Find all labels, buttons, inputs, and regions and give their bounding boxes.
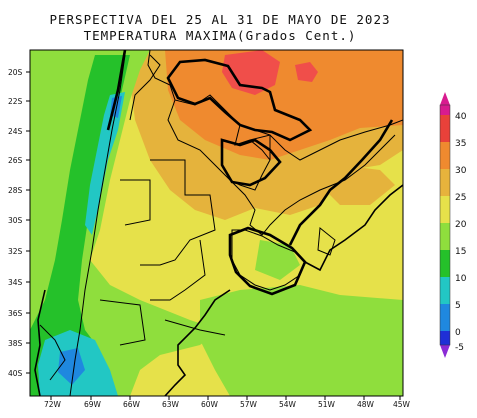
field-warm-coast bbox=[325, 165, 395, 205]
colorbar-segment bbox=[440, 115, 450, 142]
colorbar-label: 5 bbox=[455, 301, 461, 311]
colorbar-top-arrow bbox=[440, 92, 450, 105]
coastline bbox=[34, 184, 403, 396]
lat-label: 38S bbox=[8, 339, 23, 348]
colorbar-label: 15 bbox=[455, 247, 466, 257]
lon-label: 72W bbox=[44, 400, 62, 409]
colorbar-label: 0 bbox=[455, 328, 461, 338]
colorbar-bottom-arrow bbox=[440, 345, 450, 358]
field-cool-southeast bbox=[200, 285, 403, 396]
lon-label: 69W bbox=[84, 400, 102, 409]
lat-label: 20S bbox=[8, 68, 23, 77]
colorbar-segment bbox=[440, 223, 450, 250]
colorbar-segment bbox=[440, 331, 450, 345]
field-cool-uruguay bbox=[255, 240, 300, 280]
lat-ticks bbox=[26, 71, 30, 374]
colorbar-label: 10 bbox=[455, 274, 467, 284]
field-very-hot-2 bbox=[295, 62, 318, 82]
lat-label: 28S bbox=[8, 186, 23, 195]
lon-label: 63W bbox=[162, 400, 180, 409]
colorbar-segment bbox=[440, 277, 450, 304]
colorbar-segment bbox=[440, 196, 450, 223]
field-very-cold bbox=[85, 92, 125, 235]
colorbar-label: 35 bbox=[455, 139, 466, 149]
lon-label: 60W bbox=[201, 400, 219, 409]
colorbar-segment bbox=[440, 250, 450, 277]
colorbar-label: 40 bbox=[455, 112, 467, 122]
colorbar-label: -5 bbox=[455, 343, 464, 353]
colorbar-segment bbox=[440, 105, 450, 115]
colorbar-segment bbox=[440, 169, 450, 196]
colorbar-segment bbox=[440, 304, 450, 331]
lon-label: 54W bbox=[279, 400, 297, 409]
map-title-line2: TEMPERATURA MAXIMA(Grados Cent.) bbox=[83, 28, 357, 43]
field-frigid bbox=[58, 348, 85, 385]
lat-label: 24S bbox=[8, 127, 23, 136]
field-hot bbox=[165, 50, 403, 160]
map-title-line1: PERSPECTIVA DEL 25 AL 31 DE MAYO DE 2023 bbox=[49, 12, 391, 27]
colorbar-label: 25 bbox=[455, 193, 466, 203]
lon-label: 48W bbox=[357, 400, 375, 409]
lon-axis: 72W 69W 66W 63W 60W 57W 54W 51W 48W 45W bbox=[44, 400, 411, 409]
lat-label: 30S bbox=[8, 216, 23, 225]
lon-label: 45W bbox=[393, 400, 411, 409]
colorbar-segment bbox=[440, 142, 450, 169]
lat-label: 32S bbox=[8, 247, 23, 256]
temperature-field bbox=[30, 50, 403, 396]
lat-label: 22S bbox=[8, 97, 23, 106]
colorbar-label: 30 bbox=[455, 166, 467, 176]
map-frame bbox=[29, 49, 404, 397]
lat-label: 34S bbox=[8, 278, 23, 287]
lon-ticks bbox=[50, 396, 401, 400]
lat-label: 26S bbox=[8, 156, 23, 165]
colorbar-label: 20 bbox=[455, 220, 467, 230]
lat-axis: 20S 22S 24S 26S 28S 30S 32S 34S 36S 38S … bbox=[8, 68, 23, 378]
lon-label: 51W bbox=[318, 400, 336, 409]
lat-label: 40S bbox=[8, 369, 23, 378]
colorbar: 40 35 30 25 20 15 10 5 0 -5 bbox=[439, 92, 467, 358]
field-very-hot bbox=[222, 50, 280, 95]
lon-label: 66W bbox=[123, 400, 141, 409]
lat-label: 36S bbox=[8, 309, 23, 318]
lon-label: 57W bbox=[240, 400, 258, 409]
national-borders bbox=[106, 50, 394, 296]
